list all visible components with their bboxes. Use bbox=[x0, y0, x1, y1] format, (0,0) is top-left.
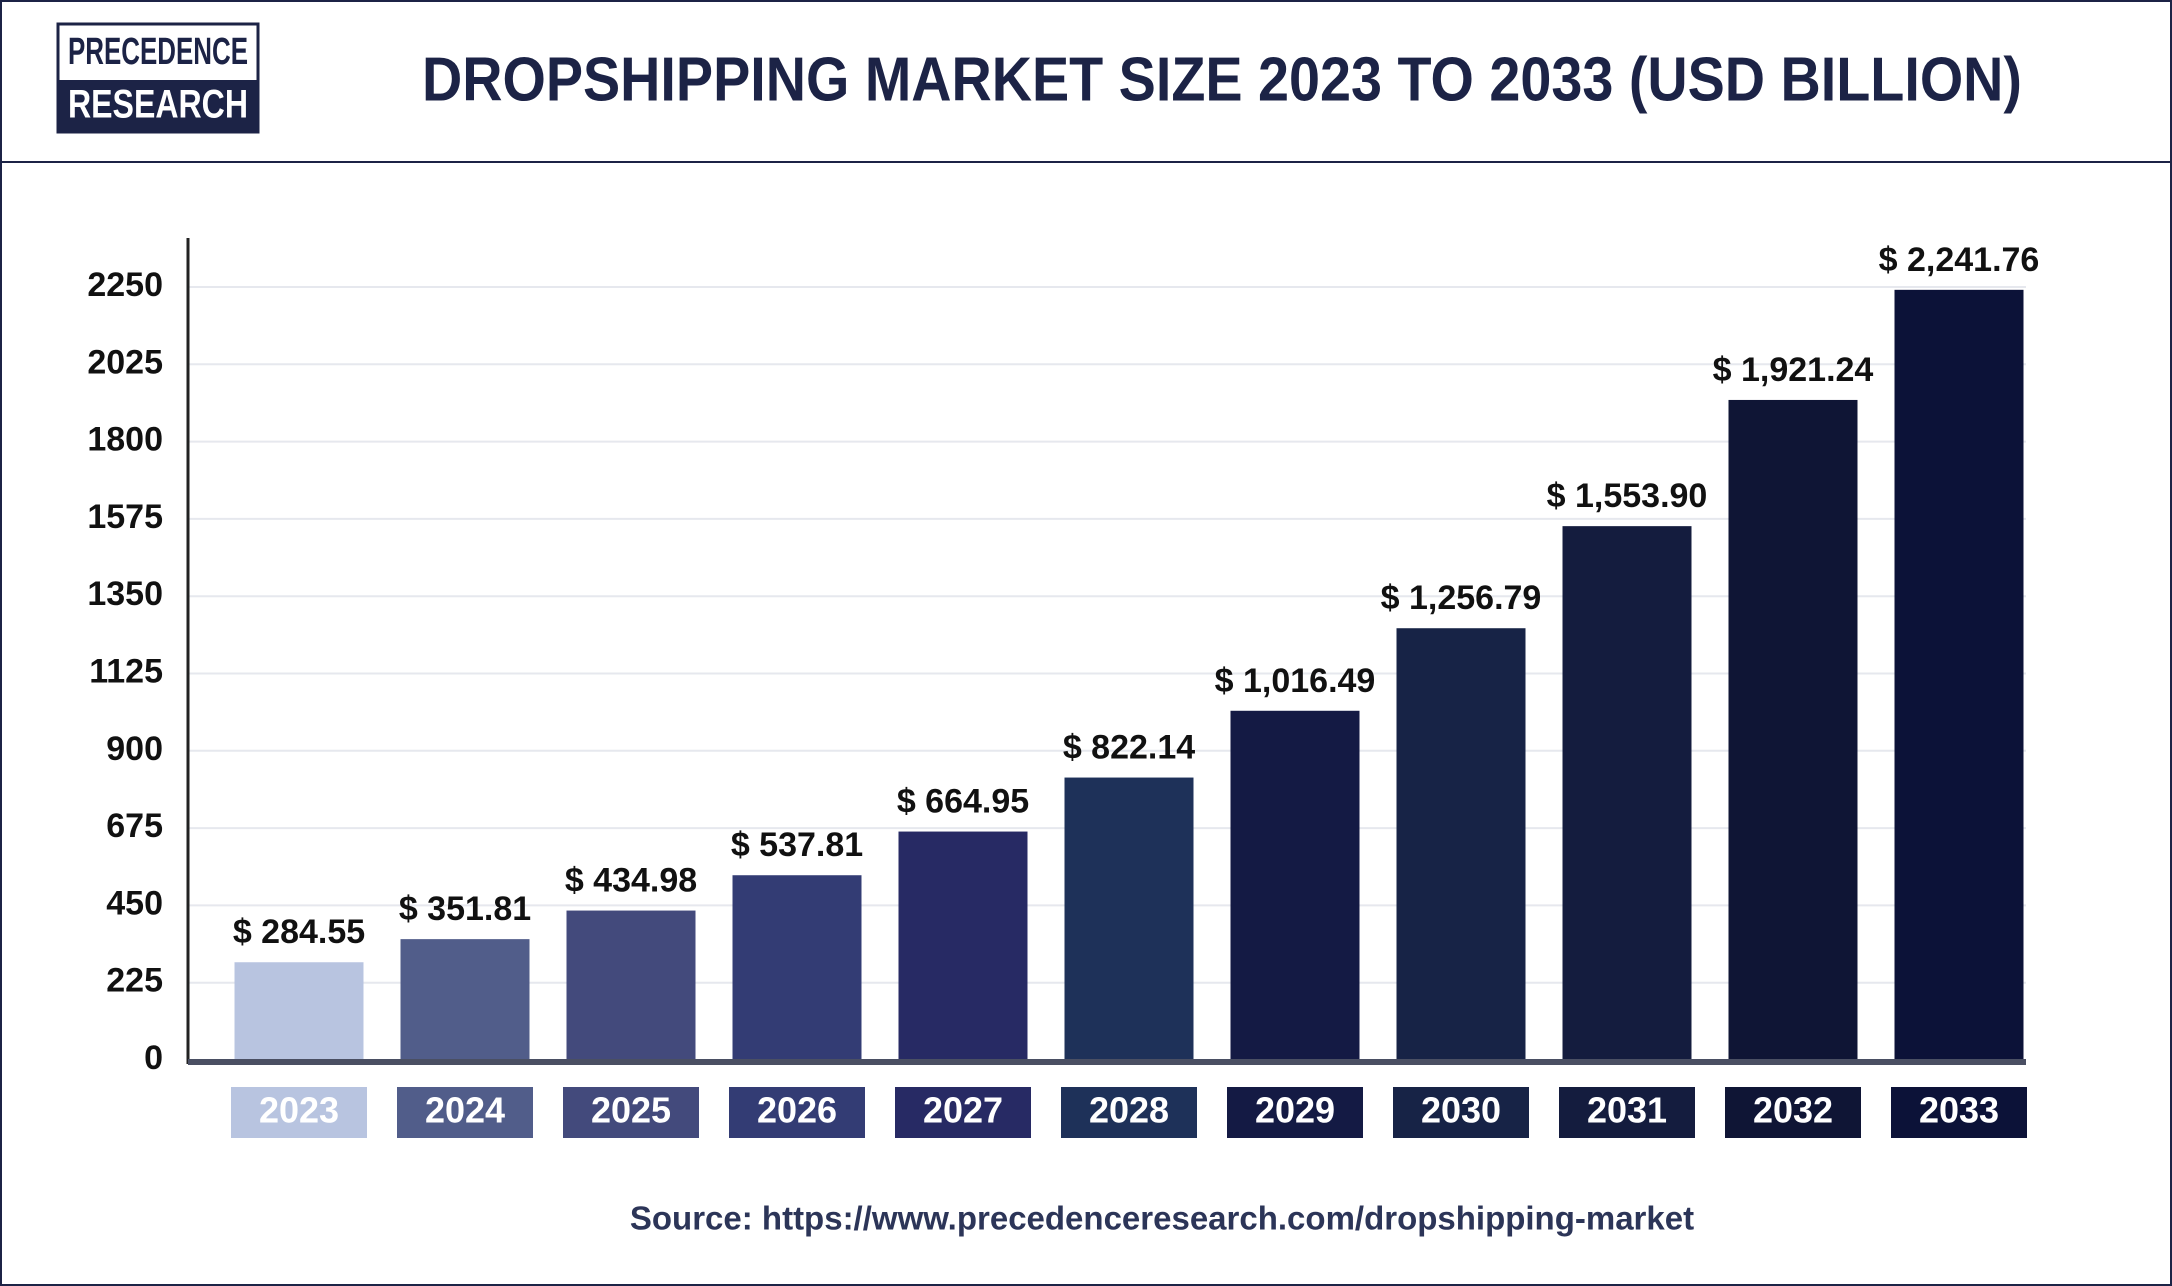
source: Source: https://www.precedenceresearch.c… bbox=[630, 1200, 1694, 1237]
x-tick-label: 2027 bbox=[923, 1090, 1003, 1131]
value-label: $ 1,016.49 bbox=[1215, 662, 1376, 700]
x-label-box bbox=[1559, 1087, 1695, 1138]
value-label: $ 2,241.76 bbox=[1879, 241, 2040, 279]
chart-title: DROPSHIPPING MARKET SIZE 2023 TO 2033 (U… bbox=[422, 45, 2022, 114]
x-label-box bbox=[895, 1087, 1031, 1138]
bar bbox=[898, 831, 1028, 1060]
value-label: $ 537.81 bbox=[731, 826, 863, 864]
x-label-box bbox=[397, 1087, 533, 1138]
value-label: $ 1,553.90 bbox=[1547, 477, 1708, 515]
value-label: $ 351.81 bbox=[399, 890, 531, 928]
x-tick-label: 2024 bbox=[425, 1090, 505, 1131]
y-tick-label: 1125 bbox=[89, 652, 163, 690]
bar bbox=[1230, 710, 1360, 1060]
x-tick-label: 2029 bbox=[1255, 1090, 1335, 1131]
x-tick-label: 2032 bbox=[1753, 1090, 1833, 1131]
y-tick-label: 1800 bbox=[87, 421, 163, 459]
value-label: $ 822.14 bbox=[1063, 729, 1195, 767]
value-label: $ 1,921.24 bbox=[1713, 351, 1874, 389]
value-label: $ 434.98 bbox=[565, 862, 697, 900]
x-tick-label: 2033 bbox=[1919, 1090, 1999, 1131]
y-tick-label: 900 bbox=[106, 730, 163, 768]
y-tick-label: 450 bbox=[106, 884, 163, 922]
x-label-box bbox=[729, 1087, 865, 1138]
x-tick-label: 2030 bbox=[1421, 1090, 1501, 1131]
x-label-box bbox=[1891, 1087, 2027, 1138]
x-tick-label: 2031 bbox=[1587, 1090, 1667, 1131]
y-tick-label: 0 bbox=[144, 1039, 163, 1077]
x-tick-label: 2023 bbox=[259, 1090, 339, 1131]
x-tick-label: 2026 bbox=[757, 1090, 837, 1131]
bar bbox=[1728, 399, 1858, 1060]
x-tick-label: 2025 bbox=[591, 1090, 671, 1131]
x-label-box bbox=[1227, 1087, 1363, 1138]
y-tick-label: 1575 bbox=[87, 498, 163, 536]
logo-band bbox=[58, 80, 258, 132]
y-tick-label: 675 bbox=[106, 807, 163, 845]
y-tick-label: 225 bbox=[106, 962, 163, 1000]
bar bbox=[1396, 628, 1526, 1060]
logo-line2: RESEARCH bbox=[68, 83, 248, 127]
bar bbox=[400, 939, 530, 1060]
bar bbox=[1562, 526, 1692, 1060]
bar bbox=[566, 910, 696, 1060]
x-label-box bbox=[231, 1087, 367, 1138]
y-tick-label: 2025 bbox=[87, 343, 163, 381]
x-label-box bbox=[1061, 1087, 1197, 1138]
value-label: $ 284.55 bbox=[233, 913, 365, 951]
logo-line1: PRECEDENCE bbox=[68, 31, 248, 73]
bar bbox=[1894, 289, 2024, 1060]
value-label: $ 1,256.79 bbox=[1381, 579, 1542, 617]
bar bbox=[234, 962, 364, 1060]
x-label-box bbox=[1393, 1087, 1529, 1138]
x-label-box bbox=[1725, 1087, 1861, 1138]
y-tick-label: 2250 bbox=[87, 266, 163, 304]
x-label-box bbox=[563, 1087, 699, 1138]
bar bbox=[1064, 777, 1194, 1060]
value-label: $ 664.95 bbox=[897, 783, 1029, 821]
y-tick-label: 1350 bbox=[87, 575, 163, 613]
x-tick-label: 2028 bbox=[1089, 1090, 1169, 1131]
bar bbox=[732, 875, 862, 1060]
